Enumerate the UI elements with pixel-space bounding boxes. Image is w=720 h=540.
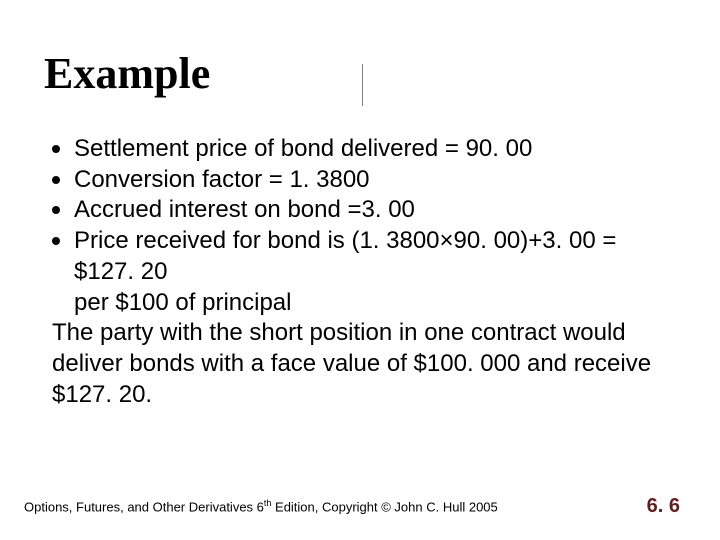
slide-body: Settlement price of bond delivered = 90.…: [52, 134, 668, 410]
bullet-icon: [52, 206, 60, 214]
footer-text-pre: Options, Futures, and Other Derivatives …: [24, 499, 264, 514]
bullet-text: Settlement price of bond delivered = 90.…: [74, 134, 668, 165]
title-divider: [362, 64, 363, 106]
bullet-text: Accrued interest on bond =3. 00: [74, 195, 668, 226]
bullet-item: Price received for bond is (1. 3800×90. …: [52, 226, 668, 287]
closing-text: The party with the short position in one…: [52, 318, 668, 410]
bullet-item: Settlement price of bond delivered = 90.…: [52, 134, 668, 165]
slide: Example Settlement price of bond deliver…: [0, 0, 720, 540]
footer-citation: Options, Futures, and Other Derivatives …: [24, 498, 498, 514]
bullet-icon: [52, 176, 60, 184]
bullet-text: Price received for bond is (1. 3800×90. …: [74, 226, 668, 287]
bullet-icon: [52, 145, 60, 153]
bullet-icon: [52, 237, 60, 245]
footer-text-post: Edition, Copyright © John C. Hull 2005: [271, 499, 497, 514]
bullet-item: Accrued interest on bond =3. 00: [52, 195, 668, 226]
bullet-item: Conversion factor = 1. 3800: [52, 165, 668, 196]
bullet-text: Conversion factor = 1. 3800: [74, 165, 668, 196]
slide-title: Example: [44, 48, 210, 99]
bullet-continuation: per $100 of principal: [74, 288, 668, 319]
page-number: 6. 6: [647, 495, 680, 518]
